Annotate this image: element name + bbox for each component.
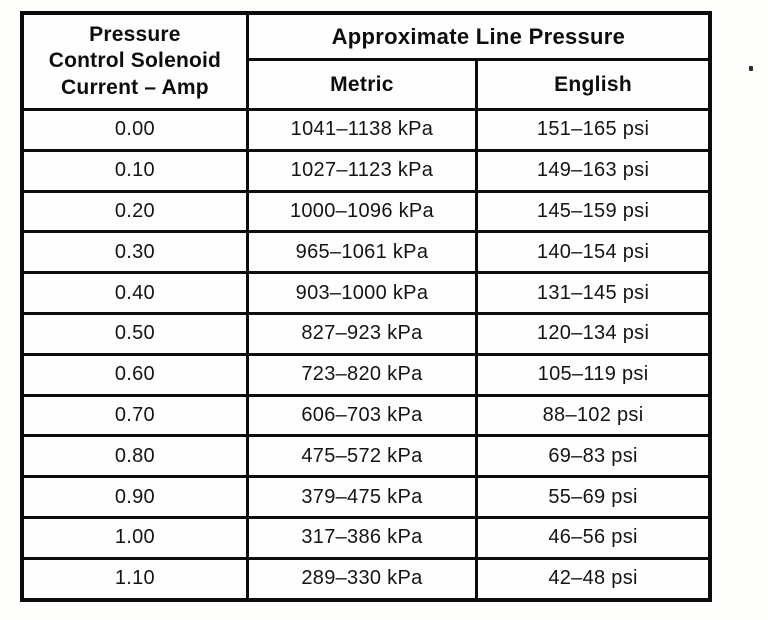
english-cell: 131–145 psi <box>475 271 712 315</box>
amp-cell: 0.60 <box>20 352 249 397</box>
solenoid-current-header-line1: Pressure <box>89 23 181 47</box>
metric-cell: 965–1061 kPa <box>245 230 479 275</box>
table-row: 0.00 1041–1138 kPa 151–165 psi <box>20 108 712 152</box>
scan-speck-artifact <box>749 66 753 71</box>
table-header-row-group: Pressure Control Solenoid Current – Amp … <box>20 11 712 111</box>
amp-cell: 0.90 <box>20 475 249 519</box>
line-pressure-table: Pressure Control Solenoid Current – Amp … <box>20 11 712 602</box>
english-cell: 55–69 psi <box>475 475 712 519</box>
amp-cell: 0.20 <box>20 189 249 234</box>
amp-cell: 0.10 <box>20 148 249 193</box>
english-cell: 69–83 psi <box>475 434 712 479</box>
english-cell: 105–119 psi <box>475 352 712 397</box>
english-cell: 46–56 psi <box>475 515 712 560</box>
metric-cell: 475–572 kPa <box>245 434 479 479</box>
table-row: 0.10 1027–1123 kPa 149–163 psi <box>20 148 712 193</box>
table-row: 0.90 379–475 kPa 55–69 psi <box>20 475 712 519</box>
table-row: 0.70 606–703 kPa 88–102 psi <box>20 393 712 438</box>
table-row: 1.00 317–386 kPa 46–56 psi <box>20 515 712 560</box>
metric-cell: 289–330 kPa <box>245 556 479 602</box>
metric-cell: 1041–1138 kPa <box>245 108 479 152</box>
metric-cell: 1000–1096 kPa <box>245 189 479 234</box>
metric-cell: 317–386 kPa <box>245 515 479 560</box>
english-cell: 120–134 psi <box>475 311 712 356</box>
scanned-table-region: Pressure Control Solenoid Current – Amp … <box>20 11 712 602</box>
table-row: 1.10 289–330 kPa 42–48 psi <box>20 556 712 602</box>
table-header-row-sub: Metric English <box>22 58 712 111</box>
metric-cell: 723–820 kPa <box>245 352 479 397</box>
table-row: 0.50 827–923 kPa 120–134 psi <box>20 311 712 356</box>
english-cell: 42–48 psi <box>475 556 712 602</box>
table-body: 0.00 1041–1138 kPa 151–165 psi 0.10 1027… <box>20 108 712 602</box>
english-cell: 88–102 psi <box>475 393 712 438</box>
amp-cell: 1.00 <box>20 515 249 560</box>
solenoid-current-header-line2: Control Solenoid <box>48 49 222 73</box>
table-row: 0.40 903–1000 kPa 131–145 psi <box>20 271 712 315</box>
amp-cell: 0.50 <box>20 311 249 356</box>
english-cell: 140–154 psi <box>475 230 712 275</box>
amp-cell: 0.40 <box>20 271 249 315</box>
amp-cell: 1.10 <box>20 556 249 602</box>
amp-cell: 0.00 <box>20 108 249 152</box>
solenoid-current-header: Pressure Control Solenoid Current – Amp <box>20 11 249 111</box>
amp-cell: 0.70 <box>20 393 249 438</box>
metric-cell: 606–703 kPa <box>245 393 479 438</box>
english-column-header: English <box>475 58 712 111</box>
metric-cell: 1027–1123 kPa <box>245 148 479 193</box>
metric-cell: 903–1000 kPa <box>245 271 479 315</box>
metric-cell: 379–475 kPa <box>245 475 479 519</box>
english-cell: 149–163 psi <box>475 148 712 193</box>
table-row: 0.30 965–1061 kPa 140–154 psi <box>20 230 712 275</box>
metric-cell: 827–923 kPa <box>245 311 479 356</box>
amp-cell: 0.80 <box>20 434 249 479</box>
english-cell: 145–159 psi <box>475 189 712 234</box>
table-row: 0.80 475–572 kPa 69–83 psi <box>20 434 712 479</box>
english-cell: 151–165 psi <box>475 108 712 152</box>
table-row: 0.20 1000–1096 kPa 145–159 psi <box>20 189 712 234</box>
solenoid-current-header-line3: Current – Amp <box>61 75 209 99</box>
amp-cell: 0.30 <box>20 230 249 275</box>
metric-column-header: Metric <box>245 58 479 111</box>
table-row: 0.60 723–820 kPa 105–119 psi <box>20 352 712 397</box>
approximate-line-pressure-header: Approximate Line Pressure <box>245 11 712 61</box>
